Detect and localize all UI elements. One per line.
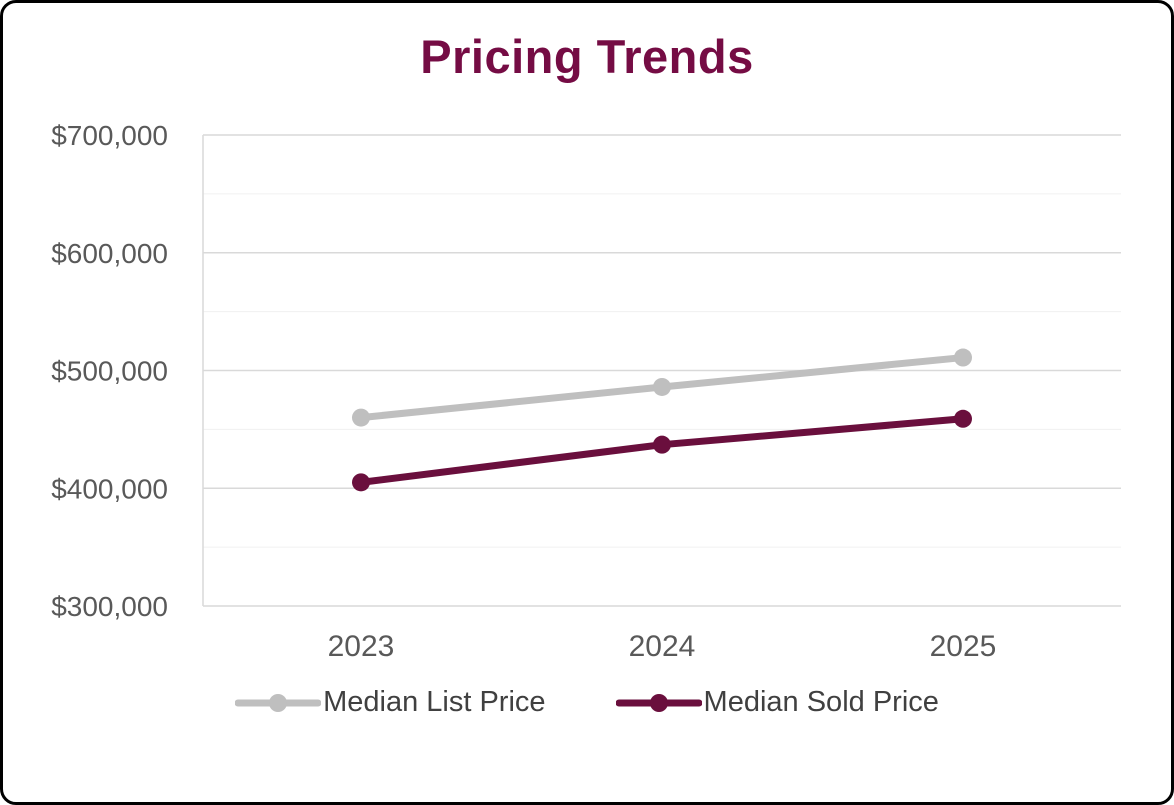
- y-axis-tick-label: $600,000: [51, 238, 168, 269]
- y-axis-tick-label: $300,000: [51, 591, 168, 622]
- chart-plot-area: $300,000 $400,000 $500,000 $600,000 $700,000…: [51, 120, 1121, 663]
- series-point-median-list-price: [954, 348, 972, 367]
- series-point-median-list-price: [352, 408, 370, 427]
- y-axis-tick-label: $400,000: [51, 473, 168, 504]
- legend-swatch: [235, 693, 322, 712]
- chart-legend: Median List Price Median Sold Price: [3, 686, 1171, 719]
- series-point-median-sold-price: [954, 409, 972, 428]
- line-chart: $300,000 $400,000 $500,000 $600,000 $700,000…: [3, 90, 1171, 680]
- legend-label: Median List Price: [323, 686, 546, 718]
- series-point-median-sold-price: [352, 473, 370, 492]
- y-axis-tick-label: $700,000: [51, 120, 168, 151]
- x-axis-tick-label: 2024: [629, 630, 696, 663]
- x-axis-tick-label: 2025: [930, 630, 997, 663]
- series-point-median-sold-price: [653, 435, 671, 454]
- legend-swatch: [615, 693, 702, 712]
- legend-swatch-dot: [649, 693, 668, 712]
- chart-title: Pricing Trends: [420, 30, 754, 83]
- legend-item-median-list-price: Median List Price: [235, 686, 546, 719]
- x-axis-tick-label: 2023: [328, 630, 395, 663]
- series-point-median-list-price: [653, 377, 671, 396]
- y-axis-tick-label: $500,000: [51, 356, 168, 387]
- legend-label: Median Sold Price: [703, 686, 939, 718]
- legend-swatch-dot: [269, 693, 288, 712]
- legend-item-median-sold-price: Median Sold Price: [615, 686, 939, 719]
